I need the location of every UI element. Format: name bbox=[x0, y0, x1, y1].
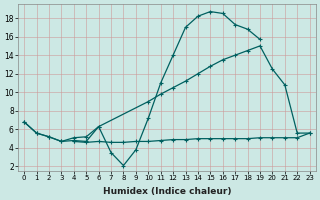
X-axis label: Humidex (Indice chaleur): Humidex (Indice chaleur) bbox=[103, 187, 231, 196]
